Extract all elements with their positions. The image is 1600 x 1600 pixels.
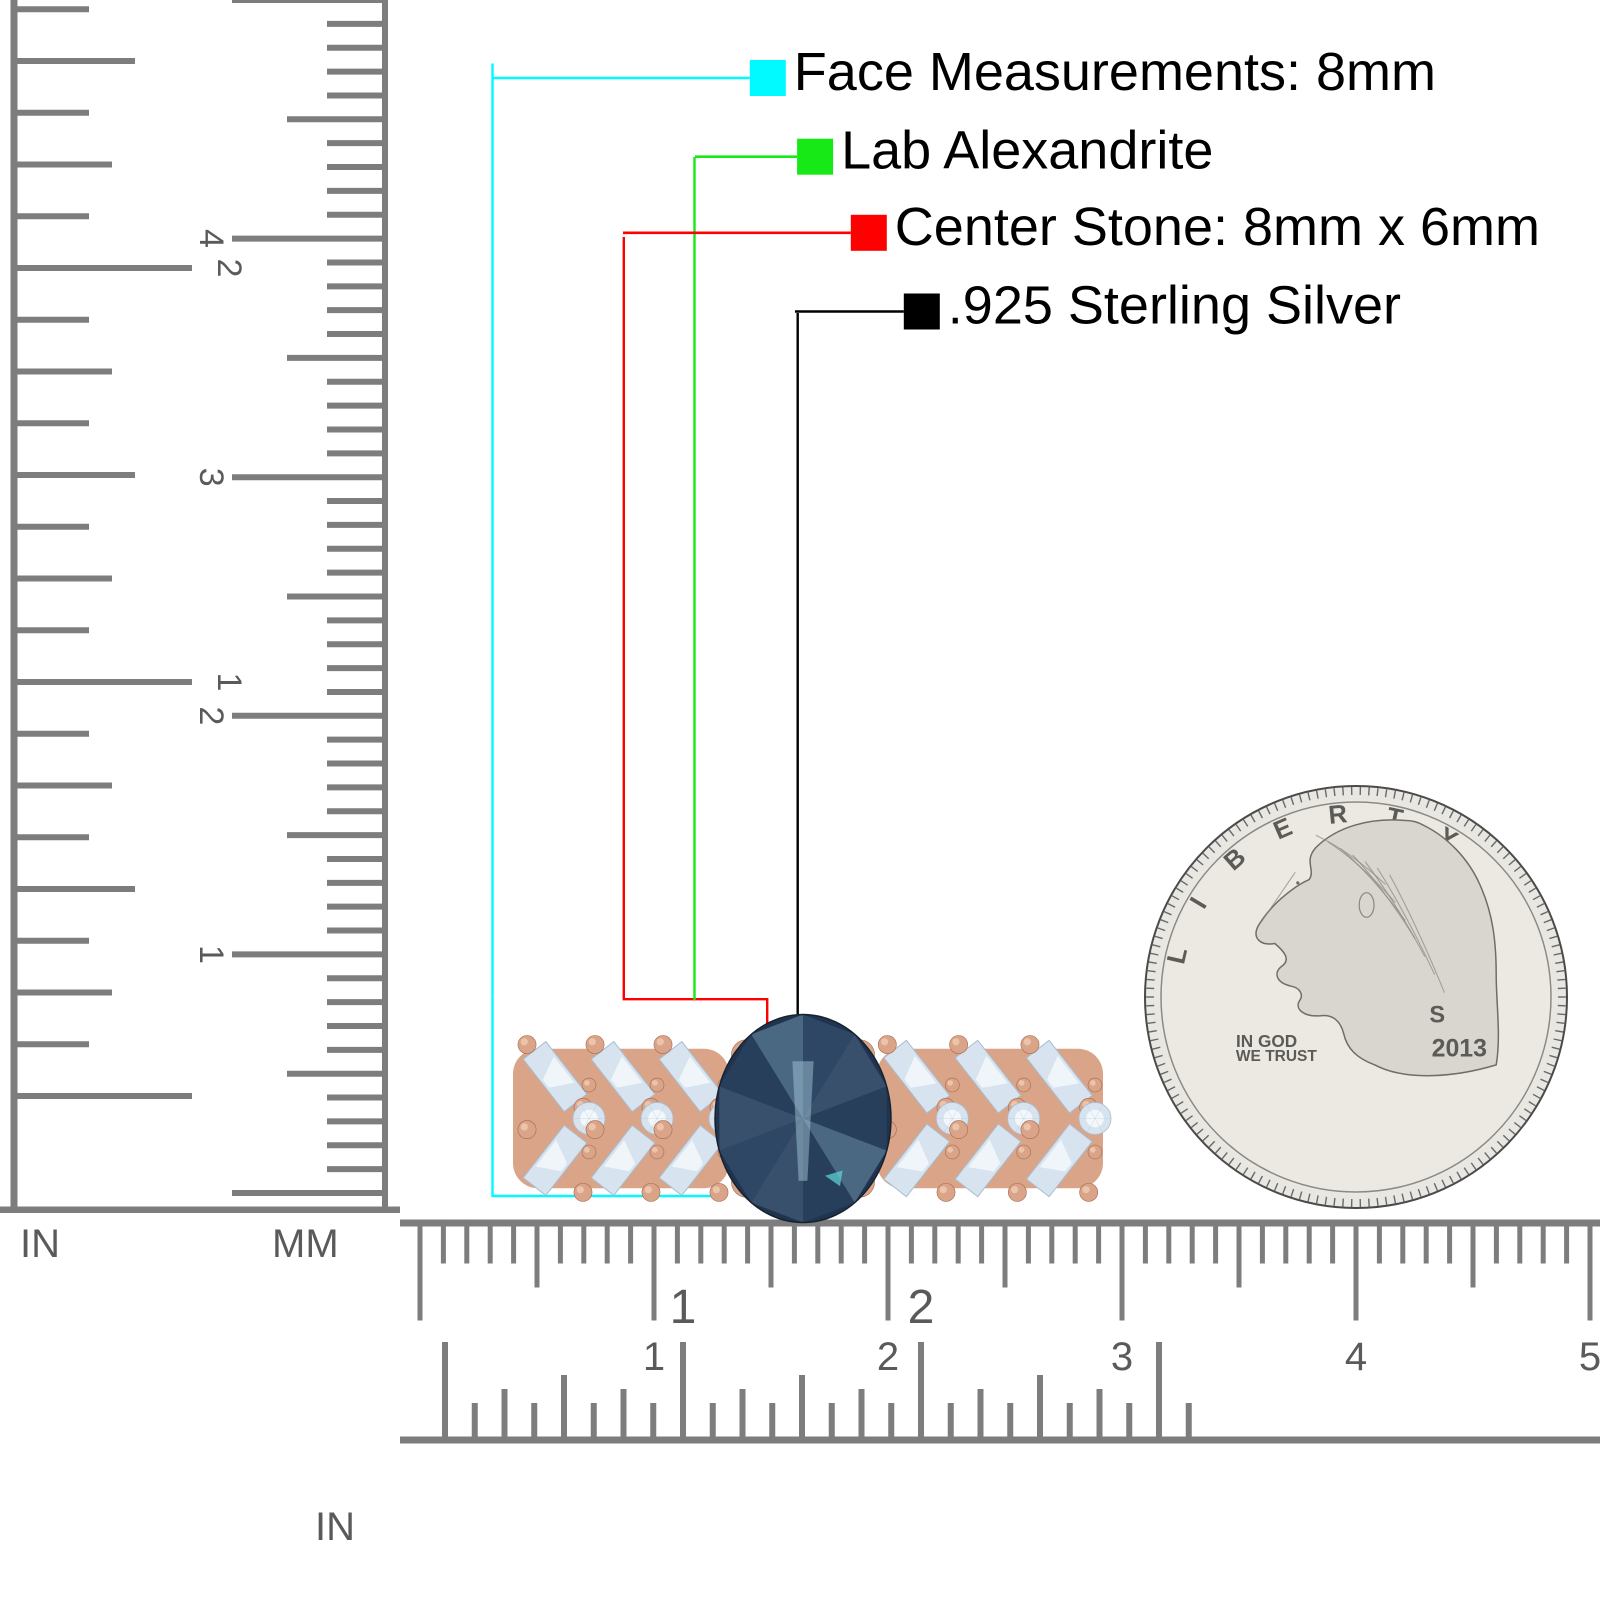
svg-text:Face Measurements: 8mm: Face Measurements: 8mm bbox=[794, 42, 1436, 102]
svg-text:Lab Alexandrite: Lab Alexandrite bbox=[841, 121, 1213, 181]
svg-text:1: 1 bbox=[192, 945, 230, 964]
svg-text:WE TRUST: WE TRUST bbox=[1236, 1048, 1317, 1065]
svg-text:1: 1 bbox=[210, 673, 248, 692]
svg-text:.925 Sterling Silver: .925 Sterling Silver bbox=[948, 276, 1401, 336]
svg-text:3: 3 bbox=[192, 468, 230, 487]
svg-text:2013: 2013 bbox=[1432, 1035, 1487, 1063]
svg-text:4: 4 bbox=[192, 229, 230, 248]
svg-text:Center Stone: 8mm x 6mm: Center Stone: 8mm x 6mm bbox=[895, 197, 1540, 257]
svg-text:2: 2 bbox=[877, 1335, 899, 1379]
svg-text:4: 4 bbox=[1345, 1335, 1367, 1379]
svg-text:S: S bbox=[1429, 1002, 1445, 1028]
svg-text:R: R bbox=[1327, 800, 1349, 830]
svg-text:3: 3 bbox=[1111, 1335, 1133, 1379]
svg-text:2: 2 bbox=[210, 259, 248, 278]
svg-text:5: 5 bbox=[1579, 1335, 1600, 1379]
svg-text:2: 2 bbox=[192, 706, 230, 725]
svg-text:1: 1 bbox=[643, 1335, 665, 1379]
svg-text:1: 1 bbox=[670, 1281, 697, 1334]
svg-text:2: 2 bbox=[908, 1281, 935, 1334]
